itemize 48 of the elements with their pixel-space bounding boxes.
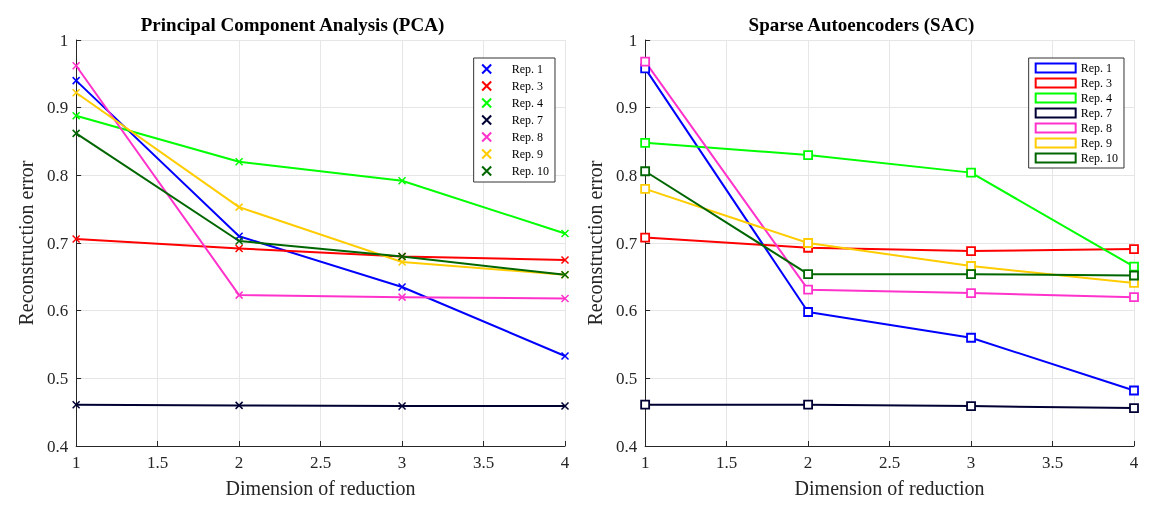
x-tick-label: 3.5 xyxy=(472,453,495,472)
x-tick-label: 1.5 xyxy=(716,453,738,472)
x-tick-label: 2 xyxy=(803,453,813,472)
y-tick-label: 1 xyxy=(628,30,638,50)
x-tick-label: 1 xyxy=(71,453,81,472)
legend-label: Rep. 9 xyxy=(1080,136,1113,150)
y-axis-title: Reconstruction error xyxy=(584,160,606,326)
y-tick-label: 0.8 xyxy=(615,165,638,185)
y-axis-title: Reconstruction error xyxy=(15,160,37,326)
legend-label: Rep. 4 xyxy=(511,96,544,110)
y-tick-label: 0.6 xyxy=(46,301,69,321)
x-tick-label: 3 xyxy=(397,453,407,472)
legend-label: Rep. 7 xyxy=(511,113,544,127)
legend-label: Rep. 10 xyxy=(511,164,550,178)
legend-label: Rep. 3 xyxy=(511,79,544,93)
x-tick-label: 1 xyxy=(640,453,650,472)
y-tick-label: 0.7 xyxy=(46,233,69,253)
legend-label: Rep. 4 xyxy=(1080,91,1113,105)
y-tick-label: 0.9 xyxy=(46,98,69,118)
legend-label: Rep. 9 xyxy=(511,147,544,161)
x-tick-label: 4 xyxy=(1129,453,1139,472)
legend-label: Rep. 10 xyxy=(1080,151,1119,165)
x-tick-label: 2.5 xyxy=(309,453,332,472)
y-tick-label: 0.8 xyxy=(46,165,69,185)
y-tick-label: 0.5 xyxy=(615,368,638,388)
y-tick-label: 0.9 xyxy=(615,98,638,118)
x-tick-label: 2 xyxy=(234,453,244,472)
x-tick-label: 1.5 xyxy=(147,453,169,472)
y-tick-label: 0.4 xyxy=(46,436,69,456)
chart-title: Principal Component Analysis (PCA) xyxy=(140,14,445,36)
y-tick-label: 0.6 xyxy=(615,301,638,321)
legend-label: Rep. 7 xyxy=(1080,106,1113,120)
y-tick-label: 0.5 xyxy=(46,368,69,388)
y-tick-label: 0.4 xyxy=(615,436,638,456)
x-axis-title: Dimension of reduction xyxy=(225,477,416,499)
x-tick-label: 4 xyxy=(560,453,570,472)
legend-label: Rep. 8 xyxy=(511,130,544,144)
y-tick-label: 0.7 xyxy=(615,233,638,253)
chart-title: Sparse Autoencoders (SAC) xyxy=(748,14,975,36)
legend-label: Rep. 3 xyxy=(1080,76,1113,90)
legend-label: Rep. 8 xyxy=(1080,121,1113,135)
x-tick-label: 3.5 xyxy=(1041,453,1064,472)
x-tick-label: 3 xyxy=(966,453,976,472)
x-tick-label: 2.5 xyxy=(878,453,901,472)
y-tick-label: 1 xyxy=(59,30,69,50)
x-axis-title: Dimension of reduction xyxy=(794,477,985,499)
legend-label: Rep. 1 xyxy=(511,62,544,76)
legend-label: Rep. 1 xyxy=(1080,61,1113,75)
